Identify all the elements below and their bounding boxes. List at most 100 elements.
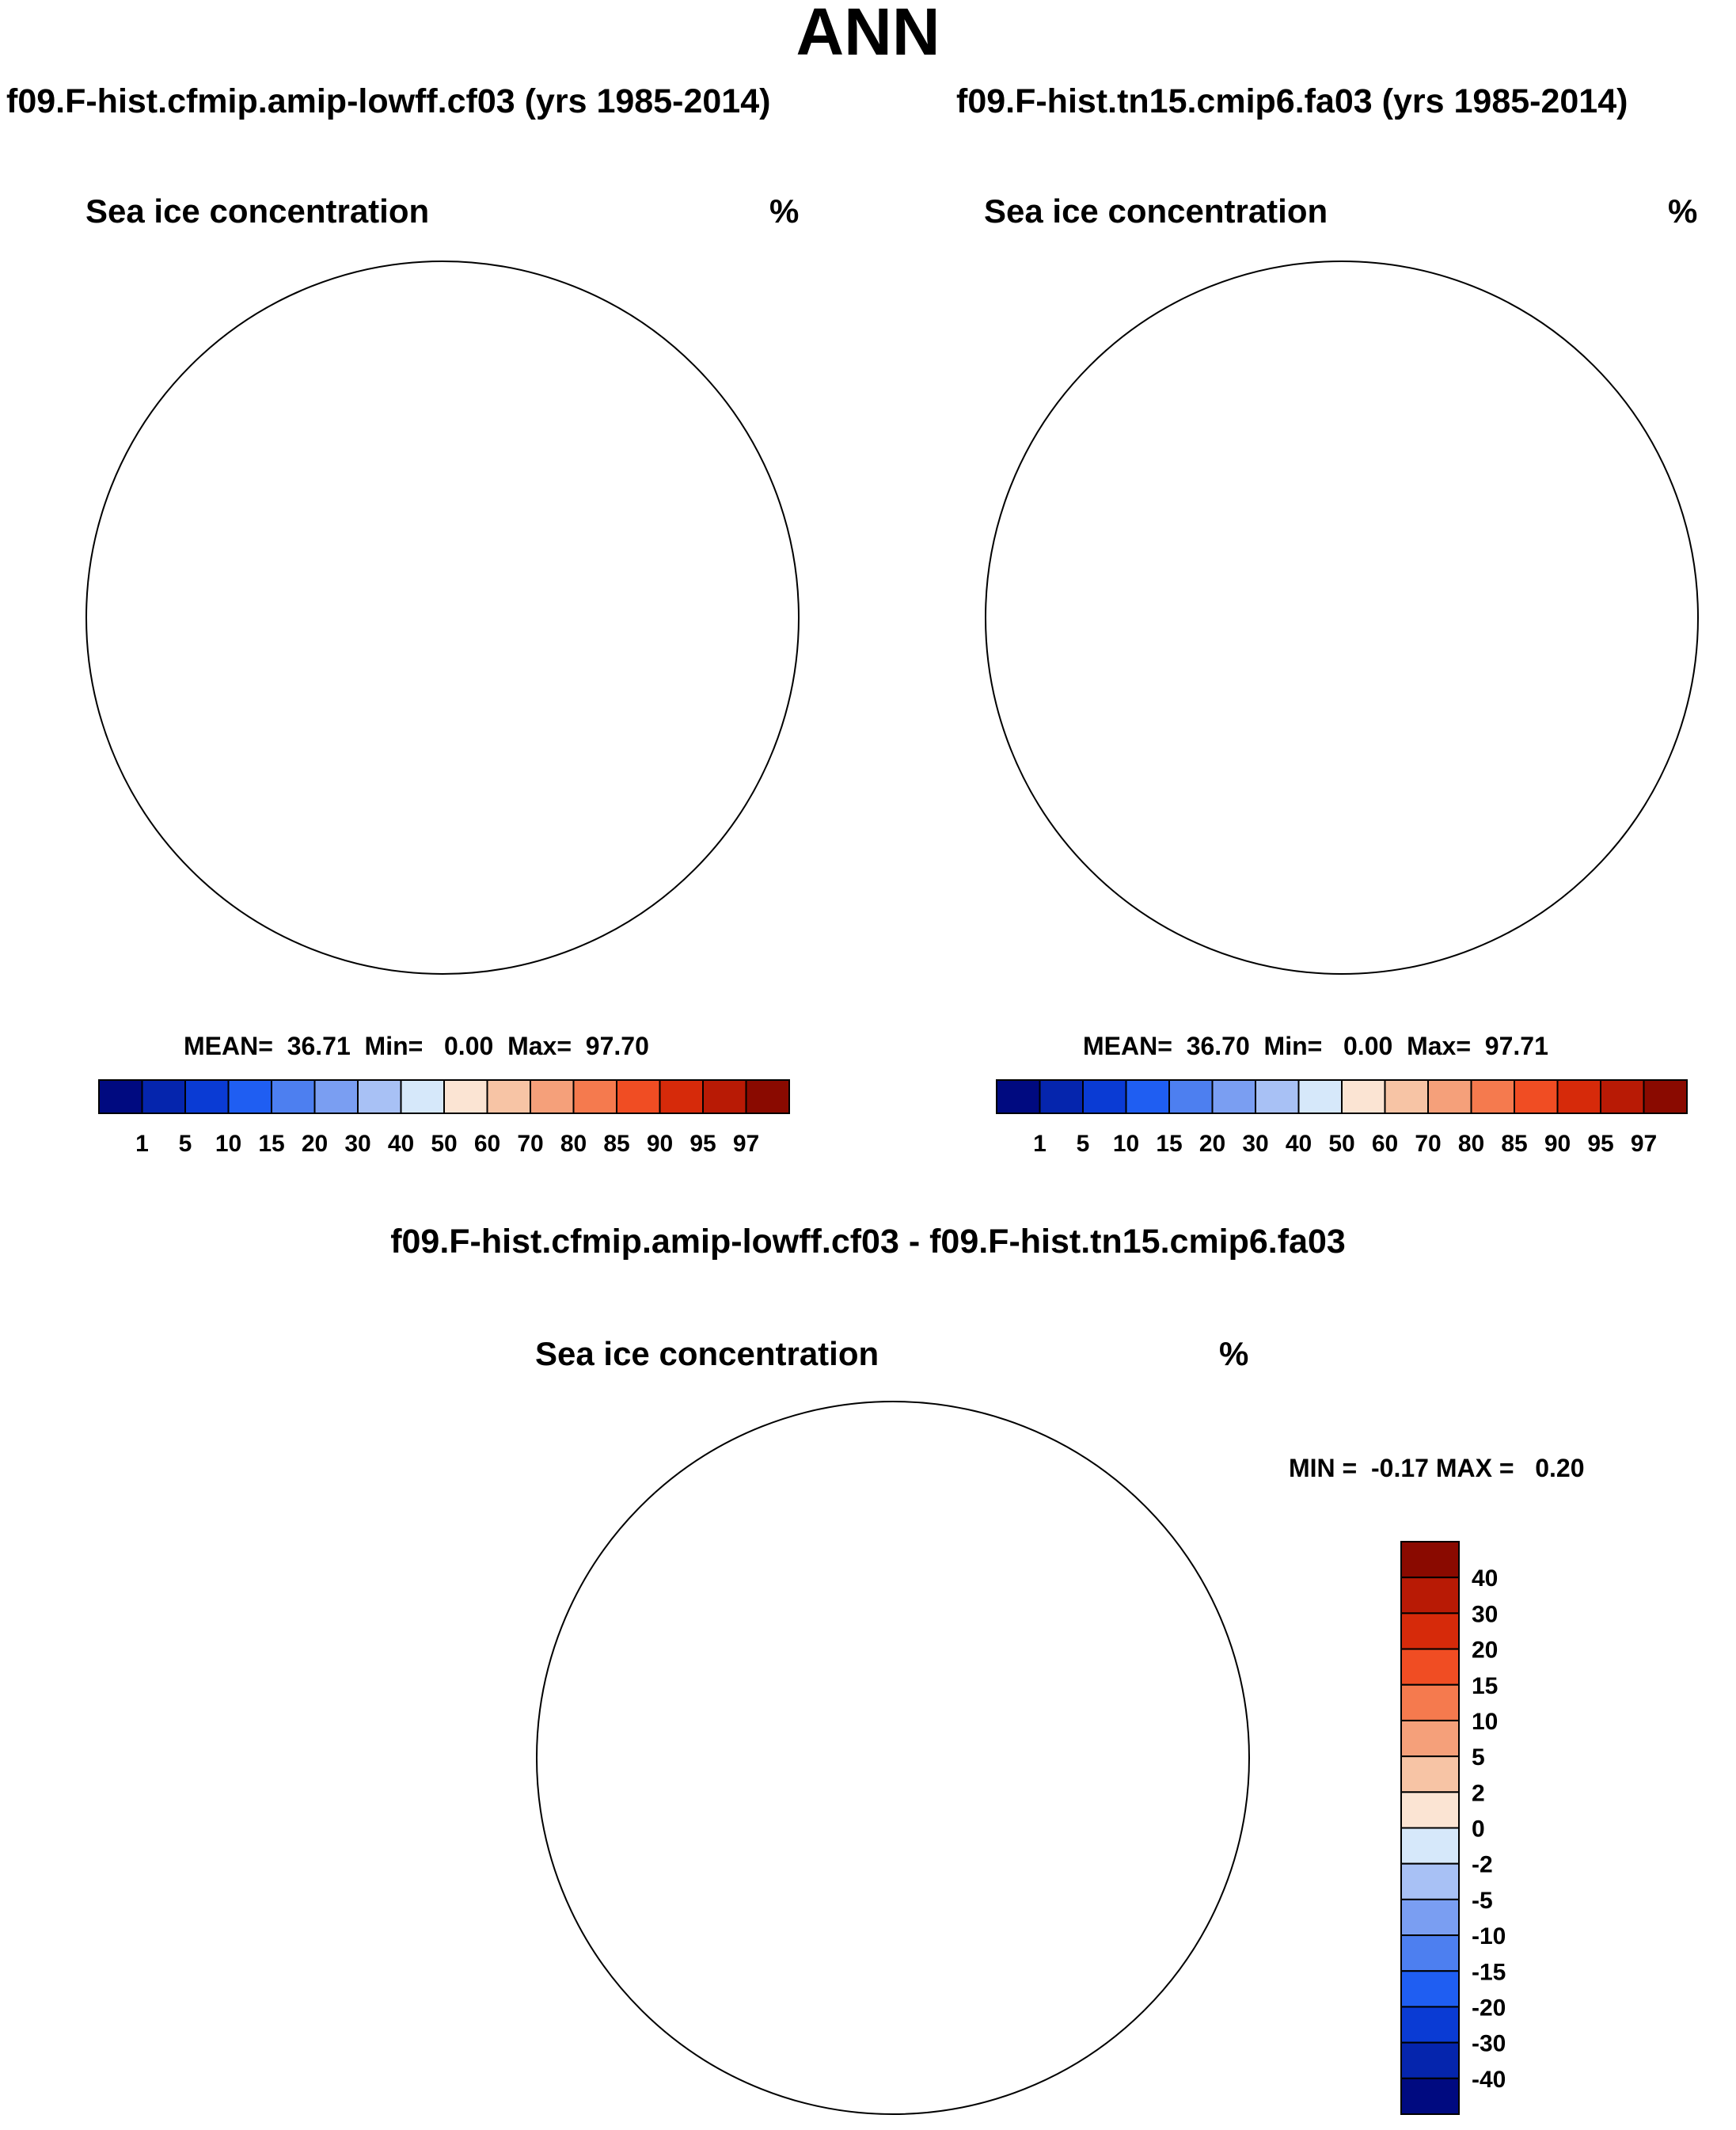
panel-1-colorbar-label: 40 <box>388 1131 414 1157</box>
diff-colorbar-label: -10 <box>1472 1923 1506 1949</box>
panel-2-colorbar-label: 90 <box>1544 1131 1571 1157</box>
diff-colorbar-label: 40 <box>1472 1565 1498 1592</box>
panel-2-stats: MEAN= 36.70 Min= 0.00 Max= 97.71 <box>1083 1032 1548 1060</box>
panel-1-colorbar-swatch <box>271 1079 316 1114</box>
panel-1-colorbar-label: 30 <box>344 1131 370 1157</box>
diff-colorbar-swatch <box>1400 1970 1460 2008</box>
diff-colorbar-label: 5 <box>1472 1744 1485 1771</box>
diff-colorbar-label: -20 <box>1472 1995 1506 2021</box>
panel-2-colorbar-label: 5 <box>1077 1131 1090 1157</box>
panel-1-colorbar-swatch <box>616 1079 661 1114</box>
panel-1-colorbar-label: 70 <box>517 1131 543 1157</box>
panel-1-colorbar-label: 20 <box>302 1131 328 1157</box>
diff-variable-label: Sea ice concentration <box>535 1335 879 1372</box>
panel-1-colorbar-swatch <box>572 1079 617 1114</box>
diff-colorbar-swatch <box>1400 1827 1460 1865</box>
diff-colorbar-swatch <box>1400 1934 1460 1972</box>
panel-1-colorbar-swatch <box>313 1079 359 1114</box>
diff-colorbar-swatch <box>1400 1683 1460 1721</box>
panel-2-colorbar-label: 10 <box>1113 1131 1139 1157</box>
diff-colorbar-label: 0 <box>1472 1816 1485 1843</box>
panel-2-colorbar-label: 80 <box>1458 1131 1484 1157</box>
panel-1-colorbar-swatch <box>659 1079 704 1114</box>
diff-colorbar-swatch <box>1400 1541 1460 1579</box>
panel-1-colorbar-swatch <box>745 1079 790 1114</box>
panel-1-colorbar-swatch <box>141 1079 186 1114</box>
panel-1-stats: MEAN= 36.71 Min= 0.00 Max= 97.70 <box>184 1032 649 1060</box>
panel-1-colorbar-label: 80 <box>560 1131 587 1157</box>
diff-colorbar-swatch <box>1400 1862 1460 1900</box>
panel-2-colorbar-swatch <box>1470 1079 1515 1114</box>
panel-1-colorbar-swatch <box>486 1079 531 1114</box>
panel-2-colorbar-swatch <box>1514 1079 1559 1114</box>
panel-2-colorbar-label: 20 <box>1199 1131 1225 1157</box>
panel-1-case-title: f09.F-hist.cfmip.amip-lowff.cf03 (yrs 19… <box>6 82 771 120</box>
diff-map <box>536 1401 1250 2115</box>
panel-2-colorbar-label: 95 <box>1587 1131 1613 1157</box>
diff-colorbar-label: 20 <box>1472 1637 1498 1664</box>
panel-1-colorbar-swatch <box>184 1079 230 1114</box>
panel-1-map-border <box>85 261 800 975</box>
panel-2-colorbar-swatch <box>1125 1079 1170 1114</box>
diff-colorbar-label: -5 <box>1472 1888 1493 1914</box>
panel-2-colorbar-label: 1 <box>1033 1131 1047 1157</box>
panel-2-colorbar-swatch <box>1556 1079 1601 1114</box>
panel-1-colorbar-swatch <box>98 1079 143 1114</box>
panel-2-colorbar-swatch <box>1341 1079 1386 1114</box>
panel-1-colorbar-label: 85 <box>603 1131 629 1157</box>
panel-1-colorbar-label: 50 <box>431 1131 457 1157</box>
panel-2-colorbar-label: 30 <box>1242 1131 1268 1157</box>
panel-1-colorbar-label: 60 <box>474 1131 500 1157</box>
diff-colorbar-swatch <box>1400 2006 1460 2044</box>
diff-title: f09.F-hist.cfmip.amip-lowff.cf03 - f09.F… <box>390 1223 1346 1261</box>
diff-colorbar-label: 2 <box>1472 1780 1485 1806</box>
panel-1-map <box>85 261 800 975</box>
panel-1-colorbar-swatch <box>443 1079 488 1114</box>
diff-colorbar-swatch <box>1400 1577 1460 1615</box>
diff-map-border <box>536 1401 1250 2115</box>
panel-2-colorbar-label: 97 <box>1631 1131 1657 1157</box>
diff-stats: MIN = -0.17 MAX = 0.20 <box>1289 1454 1585 1482</box>
panel-1-colorbar-swatch <box>400 1079 445 1114</box>
diff-colorbar-label: -2 <box>1472 1852 1493 1878</box>
panel-2-colorbar-label: 70 <box>1415 1131 1441 1157</box>
diff-colorbar-label: -30 <box>1472 2031 1506 2057</box>
diff-colorbar-swatch <box>1400 1612 1460 1650</box>
panel-2-colorbar-label: 50 <box>1328 1131 1354 1157</box>
diff-colorbar-swatch <box>1400 1898 1460 1937</box>
panel-1-colorbar-label: 15 <box>258 1131 284 1157</box>
panel-2-map-border <box>985 261 1699 975</box>
panel-2-colorbar-swatch <box>1039 1079 1084 1114</box>
panel-2-colorbar-swatch <box>1643 1079 1688 1114</box>
diff-units-label: % <box>1219 1335 1249 1372</box>
panel-1-variable-label: Sea ice concentration <box>85 192 430 230</box>
panel-2-colorbar-swatch <box>996 1079 1041 1114</box>
panel-1-colorbar-label: 97 <box>733 1131 759 1157</box>
panel-2-colorbar-swatch <box>1600 1079 1645 1114</box>
diff-colorbar-label: 15 <box>1472 1673 1498 1699</box>
diff-colorbar-swatch <box>1400 1719 1460 1758</box>
panel-2-units-label: % <box>1668 192 1698 230</box>
diff-colorbar-label: -15 <box>1472 1959 1506 1985</box>
panel-2-colorbar-label: 15 <box>1156 1131 1182 1157</box>
panel-1-colorbar-swatch <box>530 1079 575 1114</box>
panel-2-case-title: f09.F-hist.tn15.cmip6.fa03 (yrs 1985-201… <box>956 82 1628 120</box>
diff-colorbar-swatch <box>1400 2041 1460 2079</box>
diff-colorbar-swatch <box>1400 1648 1460 1686</box>
panel-2-variable-label: Sea ice concentration <box>984 192 1328 230</box>
panel-2-colorbar-swatch <box>1168 1079 1214 1114</box>
panel-2-colorbar-label: 85 <box>1501 1131 1527 1157</box>
panel-1-colorbar-label: 90 <box>647 1131 673 1157</box>
panel-1-colorbar: 1 5 10 15 20 30 40 50 60 70 80 85 90 95 97 <box>98 1079 790 1157</box>
page-title: ANN <box>796 0 940 69</box>
panel-1-colorbar-swatch <box>357 1079 402 1114</box>
diff-colorbar-label: -40 <box>1472 2067 1506 2093</box>
panel-1-colorbar-label: 1 <box>135 1131 149 1157</box>
panel-2-colorbar-swatch <box>1082 1079 1127 1114</box>
panel-1-units-label: % <box>769 192 800 230</box>
diff-colorbar-swatch <box>1400 1791 1460 1829</box>
diff-colorbar-label: 10 <box>1472 1709 1498 1735</box>
diff-colorbar-swatch <box>1400 2077 1460 2115</box>
